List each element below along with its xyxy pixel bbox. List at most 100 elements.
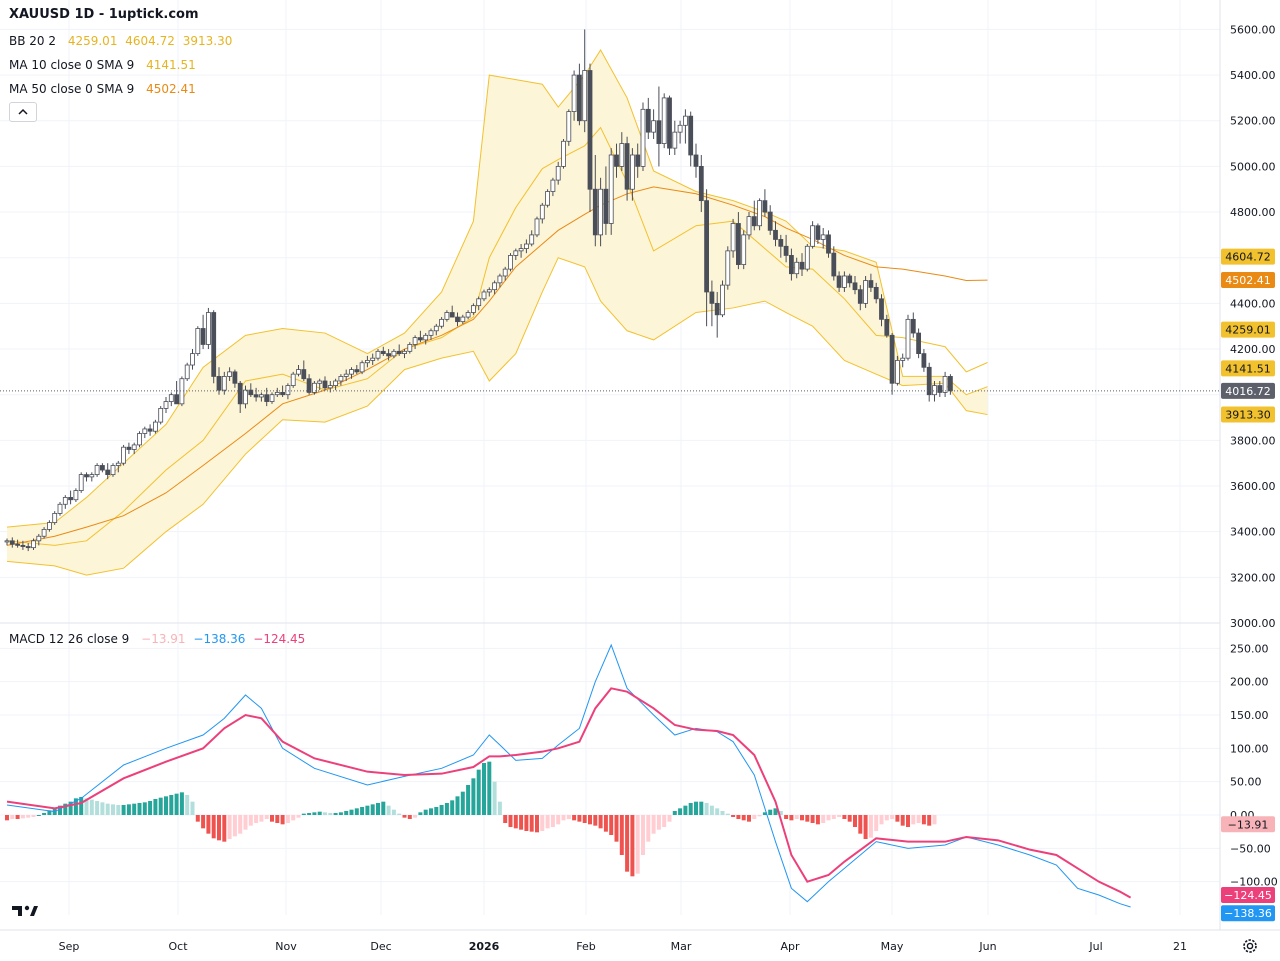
chevron-up-icon: [18, 108, 28, 115]
candle: [921, 349, 927, 372]
macd-histogram-bar: [826, 815, 831, 821]
candle: [412, 335, 418, 350]
ma10-line: [6, 126, 988, 546]
price-axis-label-bg: [1221, 406, 1275, 423]
candle-body: [147, 428, 153, 432]
candle-body: [725, 250, 731, 286]
macd-histogram-bar: [307, 813, 312, 815]
candle-body: [757, 200, 762, 227]
candle-body: [327, 385, 333, 389]
candle-body: [380, 350, 386, 355]
macd-legend[interactable]: MACD 12 26 close 9 −13.91 −138.36 −124.4…: [9, 632, 307, 646]
ma10-legend[interactable]: MA 10 close 0 SMA 9 4141.51: [9, 58, 198, 72]
candle-body: [672, 131, 678, 149]
macd-histogram-bar: [105, 803, 110, 815]
candle: [322, 376, 328, 391]
candle: [269, 392, 275, 404]
candle: [889, 333, 895, 395]
candle-body: [47, 522, 52, 530]
macd-histogram-bar: [169, 795, 174, 815]
macd-histogram-bar: [185, 795, 190, 815]
candle-body: [826, 234, 831, 254]
tradingview-logo-icon[interactable]: [8, 898, 42, 922]
candle-body: [333, 380, 339, 386]
candle: [608, 148, 614, 235]
candle: [391, 349, 397, 359]
candle-body: [232, 371, 238, 384]
candle: [587, 63, 593, 213]
candle-body: [476, 298, 482, 307]
candle: [932, 381, 937, 402]
candle-body: [221, 376, 227, 391]
candle-body: [698, 165, 704, 202]
macd-histogram-bar: [879, 815, 884, 825]
macd-histogram-bar: [858, 815, 863, 834]
macd-histogram-bar: [270, 815, 274, 822]
macd-histogram-bar: [47, 810, 52, 815]
candle-body: [508, 255, 513, 270]
gear-icon[interactable]: [1240, 936, 1260, 956]
bb-legend-label: BB 20 2: [9, 34, 56, 48]
price-axis-label: 4141.51: [1225, 362, 1271, 375]
macd-histogram-bar: [667, 815, 672, 822]
ma50-legend[interactable]: MA 50 close 0 SMA 9 4502.41: [9, 82, 198, 96]
candle-body: [343, 373, 349, 377]
candle-body: [311, 382, 317, 393]
candle-body: [248, 389, 254, 396]
collapse-legend-button[interactable]: [9, 102, 37, 122]
macd-histogram-bar: [566, 815, 571, 819]
macd-tick-label: −50.00: [1230, 842, 1271, 855]
candle-body: [539, 204, 545, 220]
candle-body: [25, 546, 31, 549]
candle: [110, 463, 116, 477]
time-tick-label: May: [881, 940, 904, 953]
candle-body: [285, 385, 291, 396]
candle-body: [184, 364, 190, 380]
candle-body: [502, 268, 508, 277]
candle-body: [195, 328, 201, 355]
candle-body: [778, 239, 784, 247]
candle-body: [423, 334, 429, 341]
macd-histogram-bar: [810, 815, 815, 823]
price-tick-label: 5600.00: [1230, 23, 1276, 36]
candle: [15, 539, 21, 548]
candle: [25, 543, 31, 552]
time-tick-label: 21: [1173, 940, 1187, 953]
price-axis-label-bg: [1221, 271, 1275, 288]
macd-tick-label: 150.00: [1230, 709, 1269, 722]
macd-histogram-bar: [694, 801, 698, 815]
macd-histogram-bar: [900, 815, 905, 826]
price-axis-label-bg: [1221, 382, 1275, 399]
candle: [948, 374, 953, 395]
bb-legend[interactable]: BB 20 2 4259.01 4604.72 3913.30: [9, 34, 234, 48]
candle: [460, 314, 466, 324]
macd-histogram-bar: [540, 815, 545, 831]
price-tick-label: 3800.00: [1230, 434, 1276, 447]
candle-body: [804, 245, 810, 270]
candle: [142, 426, 148, 439]
candle: [910, 312, 916, 338]
bollinger-band: [6, 48, 988, 576]
candle-body: [455, 316, 460, 323]
candle-body: [486, 289, 492, 293]
macd-histogram-bar: [89, 799, 94, 815]
price-tick-label: 3600.00: [1230, 480, 1276, 493]
macd-histogram-bar: [344, 811, 349, 815]
candle: [68, 490, 73, 505]
macd-histogram-bar: [121, 805, 126, 815]
candle: [577, 63, 582, 126]
candle-body: [937, 385, 943, 393]
candle-body: [152, 421, 158, 432]
macd-histogram-bar: [683, 805, 688, 815]
candle: [598, 177, 603, 247]
candle: [227, 367, 233, 381]
candle: [831, 246, 837, 281]
macd-histogram-bar: [556, 815, 561, 825]
candle: [481, 289, 487, 302]
candle: [794, 257, 800, 279]
price-tick-label: 3000.00: [1230, 617, 1276, 630]
macd-histogram-bar: [476, 769, 481, 815]
candle: [746, 212, 752, 240]
time-tick-label: Feb: [576, 940, 595, 953]
